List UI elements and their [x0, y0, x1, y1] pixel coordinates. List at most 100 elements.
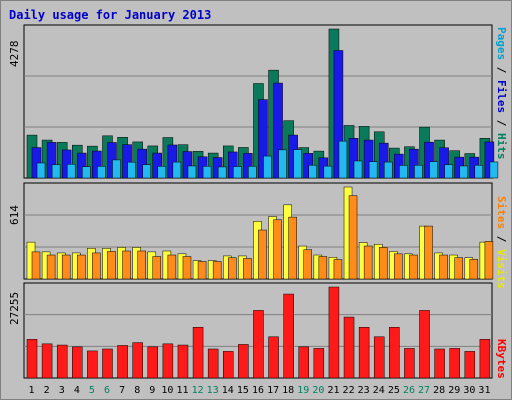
x-tick-label-28: 28	[433, 385, 445, 396]
bar-hits-files-9	[152, 152, 163, 179]
x-tick-label-10: 10	[161, 385, 173, 396]
x-tick-label-7: 7	[119, 385, 125, 396]
bar-visits-sites-30	[469, 259, 479, 280]
bar-kbytes-kbytes-11	[177, 344, 189, 379]
bar-hits-files-26	[409, 148, 419, 179]
bar-kbytes-kbytes-31	[479, 339, 491, 379]
bar-visits-sites-28	[439, 254, 448, 280]
bar-hits-files-27	[424, 141, 434, 179]
legend-entry-hits-4: Hits	[495, 133, 508, 160]
x-tick-label-25: 25	[388, 385, 400, 396]
legend-entry-visits-1: /	[495, 229, 508, 249]
bar-hits-pages-9	[157, 166, 167, 179]
bar-hits-pages-23	[368, 161, 378, 179]
bar-visits-sites-26	[409, 254, 418, 280]
bar-kbytes-kbytes-27	[419, 310, 430, 379]
x-tick-label-31: 31	[478, 385, 490, 396]
bar-visits-sites-10	[167, 254, 177, 280]
bar-hits-files-10	[167, 144, 178, 179]
x-tick-label-21: 21	[327, 385, 339, 396]
bar-hits-pages-27	[429, 161, 438, 179]
bar-visits-sites-2	[46, 254, 56, 280]
bar-visits-sites-20	[318, 256, 328, 280]
bar-hits-pages-29	[459, 165, 468, 179]
bar-kbytes-kbytes-17	[268, 336, 279, 379]
x-tick-label-5: 5	[89, 385, 95, 396]
bar-hits-files-7	[122, 144, 132, 179]
x-tick-label-14: 14	[222, 385, 234, 396]
bar-visits-sites-6	[107, 251, 116, 280]
bar-hits-pages-22	[353, 160, 363, 179]
bar-visits-sites-21	[333, 259, 343, 280]
bar-visits-sites-19	[303, 249, 312, 280]
bar-kbytes-kbytes-2	[41, 343, 53, 379]
bar-kbytes-kbytes-25	[389, 327, 400, 379]
bar-hits-pages-28	[444, 164, 453, 179]
bar-visits-sites-17	[273, 219, 282, 280]
x-tick-label-18: 18	[282, 385, 294, 396]
legend-visits: Sites / Visits	[495, 196, 508, 289]
legend-hits: Pages / Files / Hits	[495, 27, 508, 160]
bar-hits-pages-6	[112, 159, 121, 179]
x-tick-label-30: 30	[463, 385, 475, 396]
x-tick-label-16: 16	[252, 385, 264, 396]
bar-hits-files-24	[378, 142, 389, 179]
bar-kbytes-kbytes-5	[87, 350, 98, 379]
bar-hits-pages-16	[263, 155, 272, 179]
bar-hits-pages-2	[51, 164, 61, 179]
bar-hits-files-11	[182, 151, 193, 179]
x-tick-label-12: 12	[192, 385, 204, 396]
bar-hits-pages-5	[97, 166, 106, 179]
bar-visits-sites-8	[137, 250, 146, 280]
bar-hits-files-2	[46, 142, 57, 179]
bar-hits-pages-30	[474, 164, 484, 179]
x-tick-label-13: 13	[207, 385, 219, 396]
x-tick-label-22: 22	[343, 385, 355, 396]
ymax-label-hits: 4278	[8, 40, 21, 68]
x-tick-label-26: 26	[403, 385, 415, 396]
bar-hits-pages-12	[202, 166, 212, 179]
bar-visits-sites-15	[243, 258, 252, 280]
x-tick-label-20: 20	[312, 385, 324, 396]
legend-entry-kbytes-0: KBytes	[495, 339, 508, 379]
bar-hits-pages-13	[217, 166, 227, 179]
bar-hits-files-8	[137, 148, 147, 179]
bar-hits-files-4	[77, 152, 87, 179]
x-tick-label-29: 29	[448, 385, 460, 396]
legend-entry-hits-1: /	[495, 60, 508, 80]
bar-kbytes-kbytes-14	[223, 351, 234, 379]
bar-kbytes-kbytes-23	[358, 327, 370, 379]
bar-kbytes-kbytes-3	[56, 344, 68, 379]
ymax-label-kbytes: 27255	[8, 291, 21, 325]
bar-visits-sites-23	[363, 245, 373, 280]
x-tick-label-1: 1	[29, 385, 35, 396]
x-tick-label-27: 27	[418, 385, 430, 396]
bar-visits-sites-9	[152, 256, 162, 280]
bar-visits-sites-13	[212, 261, 222, 280]
bar-hits-files-22	[348, 138, 359, 179]
bar-kbytes-kbytes-4	[72, 346, 83, 379]
bar-hits-pages-25	[399, 165, 408, 179]
bar-kbytes-kbytes-24	[373, 336, 385, 379]
bar-hits-pages-7	[127, 161, 136, 179]
bar-hits-pages-31	[489, 161, 499, 179]
bar-hits-files-17	[273, 82, 283, 179]
bar-kbytes-kbytes-8	[132, 342, 143, 379]
bar-hits-files-21	[333, 50, 344, 179]
bar-kbytes-kbytes-18	[283, 293, 294, 379]
bar-kbytes-kbytes-19	[298, 346, 309, 379]
legend-kbytes: KBytes	[495, 339, 508, 379]
x-tick-label-6: 6	[104, 385, 110, 396]
bar-visits-sites-5	[92, 252, 101, 280]
bar-hits-files-5	[92, 150, 102, 179]
bar-kbytes-kbytes-6	[102, 348, 113, 379]
bar-hits-pages-14	[233, 166, 242, 179]
bar-hits-files-23	[363, 139, 374, 179]
bar-kbytes-kbytes-15	[238, 344, 249, 379]
bar-hits-pages-20	[323, 165, 333, 179]
bar-hits-pages-21	[338, 140, 348, 179]
bar-hits-pages-18	[293, 149, 302, 179]
bar-kbytes-kbytes-20	[313, 348, 325, 379]
bar-hits-files-28	[439, 147, 449, 179]
